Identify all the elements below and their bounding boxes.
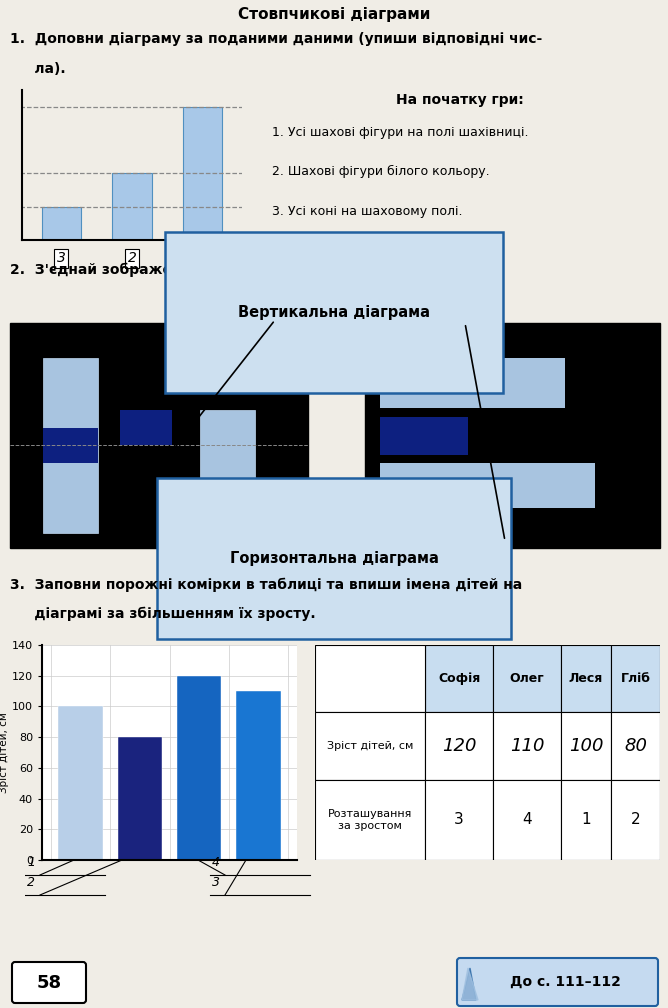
Text: Вертикальна діаграма: Вертикальна діаграма bbox=[238, 305, 430, 320]
Text: Розташування
за зростом: Розташування за зростом bbox=[328, 809, 412, 831]
Text: 1. Усі шахові фігури на полі шахівниці.: 1. Усі шахові фігури на полі шахівниці. bbox=[272, 126, 528, 139]
Bar bbox=[425, 780, 493, 860]
Bar bbox=[611, 645, 660, 712]
Text: 4: 4 bbox=[522, 812, 532, 828]
Bar bbox=[120, 410, 172, 445]
Bar bbox=[177, 675, 221, 860]
Bar bbox=[315, 712, 425, 780]
Text: 3. Усі коні на шаховому полі.: 3. Усі коні на шаховому полі. bbox=[272, 205, 462, 218]
Text: Софія: Софія bbox=[438, 672, 480, 685]
Bar bbox=[425, 712, 493, 780]
Polygon shape bbox=[462, 968, 478, 1000]
Text: Леся: Леся bbox=[569, 672, 603, 685]
Polygon shape bbox=[462, 968, 476, 1000]
Bar bbox=[380, 417, 468, 455]
Text: 1: 1 bbox=[198, 251, 207, 265]
Text: 58: 58 bbox=[37, 974, 61, 992]
Bar bbox=[611, 712, 660, 780]
Text: Стовпчикові діаграми: Стовпчикові діаграми bbox=[238, 6, 430, 21]
Bar bbox=[493, 712, 561, 780]
Bar bbox=[41, 207, 81, 240]
FancyBboxPatch shape bbox=[457, 958, 658, 1006]
Text: 100: 100 bbox=[568, 737, 603, 755]
Text: 4: 4 bbox=[212, 856, 220, 869]
Text: 3: 3 bbox=[57, 251, 65, 265]
Text: 1: 1 bbox=[27, 856, 35, 869]
Text: ла).: ла). bbox=[10, 62, 65, 76]
Bar bbox=[200, 410, 255, 493]
Bar bbox=[43, 358, 98, 533]
Bar bbox=[561, 780, 611, 860]
Text: Гліб: Гліб bbox=[621, 672, 651, 685]
Text: 80: 80 bbox=[624, 737, 647, 755]
Bar bbox=[493, 780, 561, 860]
Text: До с. 111–112: До с. 111–112 bbox=[510, 975, 621, 989]
Bar bbox=[611, 780, 660, 860]
Bar bbox=[380, 358, 565, 408]
Bar bbox=[561, 645, 611, 712]
Bar bbox=[493, 645, 561, 712]
Text: 3.  Заповни порожні комірки в таблиці та впиши імена дітей на: 3. Заповни порожні комірки в таблиці та … bbox=[10, 578, 522, 593]
Text: Зріст дітей, см: Зріст дітей, см bbox=[327, 741, 413, 751]
Text: Горизонтальна діаграма: Горизонтальна діаграма bbox=[230, 551, 438, 566]
Bar bbox=[236, 691, 281, 860]
Text: 110: 110 bbox=[510, 737, 544, 755]
Bar bbox=[184, 107, 222, 240]
Bar bbox=[10, 323, 308, 548]
Text: 3: 3 bbox=[454, 812, 464, 828]
Text: 1.  Доповни діаграму за поданими даними (упиши відповідні чис-: 1. Доповни діаграму за поданими даними (… bbox=[10, 32, 542, 46]
Bar bbox=[118, 737, 162, 860]
Text: 2.  З'єднай зображення з відповідними назвами.: 2. З'єднай зображення з відповідними наз… bbox=[10, 262, 402, 276]
Text: діаграмі за збільшенням їх зросту.: діаграмі за збільшенням їх зросту. bbox=[10, 607, 315, 621]
Text: 120: 120 bbox=[442, 737, 476, 755]
FancyBboxPatch shape bbox=[12, 962, 86, 1003]
Y-axis label: Зріст дітей, см: Зріст дітей, см bbox=[0, 712, 9, 793]
Bar bbox=[43, 428, 98, 463]
Bar bbox=[425, 645, 493, 712]
Text: 3: 3 bbox=[212, 876, 220, 889]
Text: 2: 2 bbox=[27, 876, 35, 889]
Bar bbox=[561, 712, 611, 780]
Text: Олег: Олег bbox=[510, 672, 544, 685]
Bar bbox=[365, 323, 660, 548]
Text: 2: 2 bbox=[128, 251, 136, 265]
Bar bbox=[315, 780, 425, 860]
Bar bbox=[112, 173, 152, 240]
Bar bbox=[58, 707, 103, 860]
Bar bbox=[315, 645, 425, 712]
Text: 2. Шахові фігури білого кольору.: 2. Шахові фігури білого кольору. bbox=[272, 165, 490, 178]
Text: 1: 1 bbox=[581, 812, 591, 828]
Text: На початку гри:: На початку гри: bbox=[396, 93, 524, 107]
Bar bbox=[380, 463, 595, 508]
Text: 2: 2 bbox=[631, 812, 641, 828]
